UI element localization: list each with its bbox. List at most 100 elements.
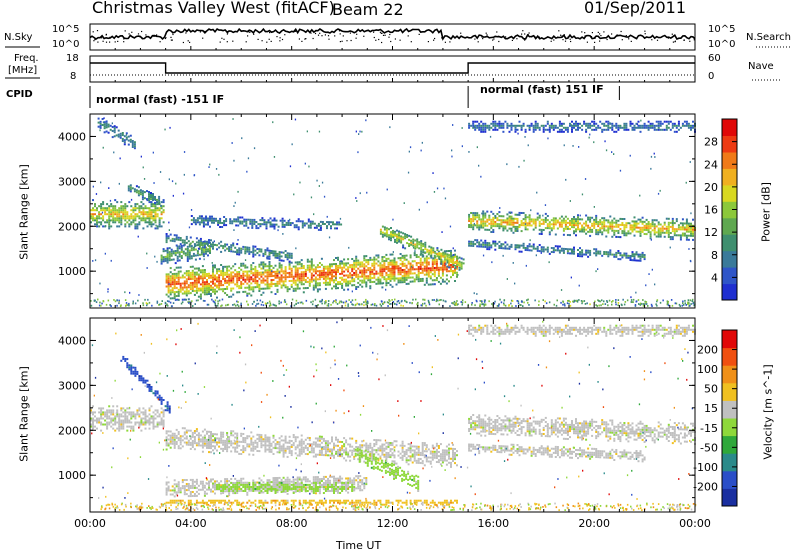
power-cell [292,277,295,280]
power-cell [510,299,513,302]
noise-search-point [101,37,103,39]
noise-search-point [156,34,158,36]
power-cell [244,280,247,283]
power-cell [146,303,149,305]
power-cell [206,240,208,243]
power-cell [417,280,420,283]
power-cell [201,285,204,288]
power-cell [373,268,376,271]
power-cell [488,244,491,247]
power-cell [387,257,390,260]
power-cell [249,218,252,221]
power-cell [183,282,186,285]
power-cell [148,209,151,212]
power-cell [445,282,448,285]
power-cell [177,290,180,293]
power-cell [508,217,511,220]
power-cell [524,130,527,133]
power-cell [156,203,159,206]
power-cell [363,273,366,276]
power-cell [211,219,213,222]
power-cell [520,220,523,222]
power-cell [174,254,177,257]
power-cell [355,269,358,272]
power-cell [478,243,481,246]
power-cell [492,122,495,125]
power-cell [532,247,535,250]
power-cell [158,219,161,222]
power-cell [104,209,107,212]
power-cell [644,302,647,305]
power-cell [254,282,257,285]
power-cell [162,260,165,263]
power-cell [296,287,299,290]
power-cell [536,212,539,215]
power-cell [359,269,362,272]
power-cell [385,282,388,285]
power-cell [625,234,628,237]
noise-search-point [319,32,321,34]
power-cell [175,280,178,283]
power-cell [246,282,249,285]
power-cell [617,252,620,254]
power-cell [282,276,285,279]
power-cell [490,126,493,129]
power-cell [687,301,689,304]
power-cell [206,281,208,283]
power-cell [212,241,214,244]
power-cell [218,246,221,249]
power-cell [135,185,138,188]
power-cell [593,218,596,221]
power-cell [124,213,127,216]
power-cell [327,303,330,305]
power-cell [399,257,402,259]
power-cell [454,269,456,272]
power-cell [296,261,299,264]
power-cell [470,222,473,225]
power-cell [333,279,335,282]
power-cell [178,247,181,250]
velocity-cell [98,419,101,422]
power-cell [211,262,213,264]
power-cell [389,269,392,272]
power-cell [439,266,442,269]
power-cell [690,228,692,231]
power-cell [363,304,365,307]
power-cell [237,216,240,219]
noise-search-point [145,34,147,36]
power-cell [410,243,413,246]
power-cell [389,277,392,280]
power-cell [482,243,485,246]
power-cell [377,272,380,275]
noise-search-point [123,38,125,40]
power-cell [165,281,168,284]
power-cell [629,228,632,231]
power-cell [156,209,159,212]
power-cell [681,222,684,225]
power-cell [138,211,141,214]
power-cell [324,283,327,286]
power-cell [565,178,567,181]
power-cell [474,124,477,127]
power-cell [209,250,211,252]
power-cell [544,217,547,219]
power-cell [103,131,106,134]
power-cell [108,223,111,226]
power-cell [542,128,545,131]
power-cell [159,171,162,173]
power-cell [573,220,575,223]
power-cell [428,301,430,303]
power-cell [192,252,195,255]
noise-search-point [114,41,116,43]
power-cell [510,215,513,218]
power-cell [692,120,694,123]
power-cell [339,272,342,275]
power-cell [150,198,152,201]
velocity-cell [120,427,123,430]
velocity-cell [169,440,172,443]
power-cell [214,274,216,277]
power-cell [375,282,378,285]
velocity-cell [132,427,135,430]
power-cell [542,299,544,301]
velocity-cell [169,434,172,437]
